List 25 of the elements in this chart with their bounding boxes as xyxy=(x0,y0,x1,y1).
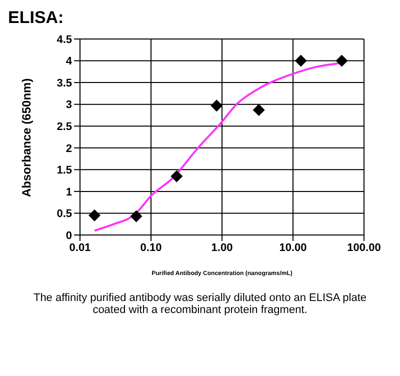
point xyxy=(336,54,348,67)
x-tick-label: 10.00 xyxy=(279,242,307,254)
y-tick-label: 0 xyxy=(66,230,72,242)
point xyxy=(170,170,183,182)
text: The affinity purified antibody was serially diluted onto an ELISA plate coated with a recombinant protein fragment. xyxy=(32,292,368,316)
y-tick-label: 4 xyxy=(66,56,73,68)
y-tick-label: 0.5 xyxy=(56,208,72,220)
x-tick-label: 1.00 xyxy=(211,242,233,254)
y-tick-label: 1 xyxy=(66,186,72,198)
x-tick-label: 100.00 xyxy=(347,242,381,254)
y-tick-label: 4.5 xyxy=(56,34,72,46)
chart-title: ELISA: xyxy=(8,8,65,28)
y-tick-label: 3 xyxy=(66,99,72,112)
y-tick-label: 3.5 xyxy=(56,77,72,90)
point xyxy=(88,209,100,222)
point xyxy=(252,104,265,116)
x-tick-label: 0.10 xyxy=(140,242,162,254)
x-tick-label: 0.01 xyxy=(69,242,91,254)
point xyxy=(210,100,223,112)
y-tick-label: 2.5 xyxy=(56,121,72,134)
point xyxy=(130,210,142,222)
y-tick-label: 2 xyxy=(66,142,72,155)
point xyxy=(294,54,307,67)
y-axis-title: Absorbance (650nm) xyxy=(19,78,34,197)
y-tick-label: 1.5 xyxy=(56,164,72,177)
